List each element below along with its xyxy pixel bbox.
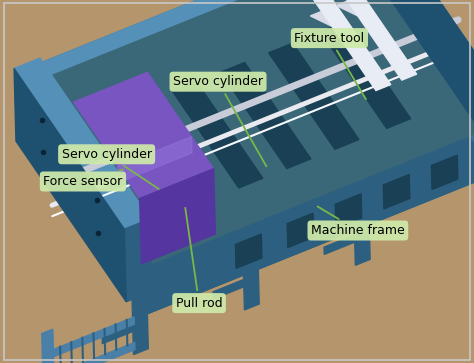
Text: Servo cylinder: Servo cylinder: [173, 75, 266, 166]
Polygon shape: [15, 0, 364, 121]
Polygon shape: [236, 234, 262, 268]
Polygon shape: [352, 0, 474, 99]
Polygon shape: [54, 342, 135, 363]
Polygon shape: [336, 0, 373, 16]
Polygon shape: [221, 62, 311, 168]
Polygon shape: [16, 0, 474, 313]
Polygon shape: [243, 238, 259, 310]
Text: Machine frame: Machine frame: [311, 207, 405, 237]
Polygon shape: [14, 69, 126, 302]
Polygon shape: [336, 0, 417, 80]
Text: Force sensor: Force sensor: [43, 170, 123, 188]
Polygon shape: [378, 0, 474, 161]
Polygon shape: [287, 213, 314, 248]
Polygon shape: [310, 0, 391, 90]
Polygon shape: [73, 72, 214, 199]
Polygon shape: [320, 22, 410, 129]
Polygon shape: [335, 194, 362, 228]
Polygon shape: [310, 10, 346, 26]
Polygon shape: [269, 43, 359, 149]
Polygon shape: [132, 283, 148, 355]
Polygon shape: [173, 82, 263, 188]
Polygon shape: [27, 0, 474, 264]
Polygon shape: [324, 229, 369, 254]
Polygon shape: [140, 169, 215, 264]
Text: Pull rod: Pull rod: [176, 208, 222, 310]
Text: Fixture tool: Fixture tool: [294, 32, 366, 99]
Polygon shape: [431, 155, 458, 189]
Polygon shape: [147, 126, 474, 313]
Polygon shape: [213, 274, 258, 299]
Polygon shape: [362, 0, 474, 174]
Polygon shape: [124, 219, 152, 302]
Polygon shape: [15, 73, 148, 313]
Polygon shape: [383, 175, 410, 209]
Polygon shape: [102, 319, 147, 344]
Polygon shape: [354, 194, 370, 265]
Text: Servo cylinder: Servo cylinder: [62, 148, 159, 189]
Polygon shape: [14, 58, 150, 229]
Polygon shape: [118, 136, 192, 183]
Polygon shape: [53, 317, 134, 357]
Polygon shape: [42, 329, 55, 363]
Polygon shape: [15, 0, 474, 266]
